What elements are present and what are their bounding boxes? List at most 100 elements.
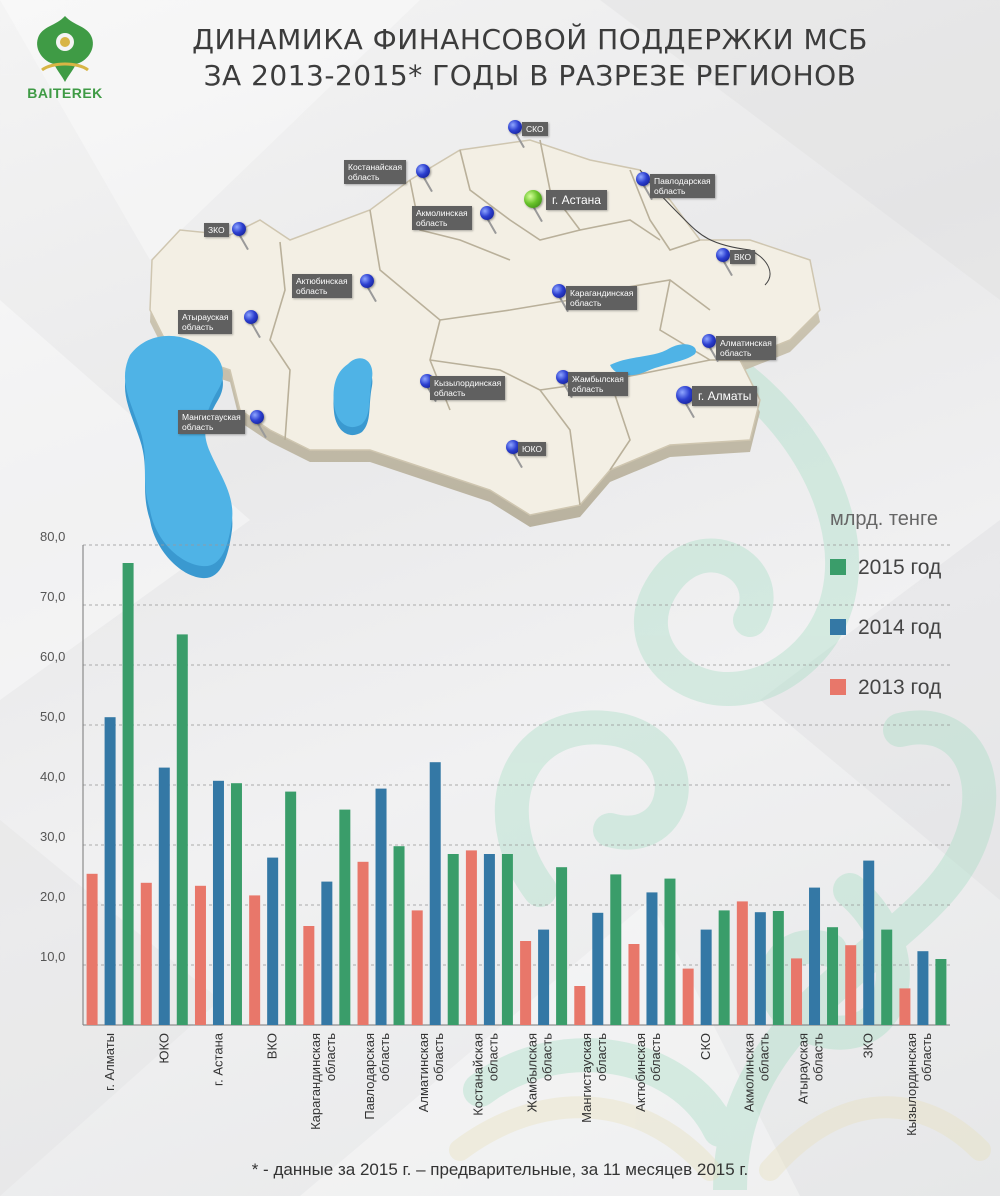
bar-2015-год — [501, 854, 513, 1025]
pin-label: ВКО — [730, 250, 756, 264]
bar-2013-год — [140, 882, 152, 1025]
map-shape — [124, 139, 821, 579]
pin-label: Атырауская область — [178, 310, 233, 334]
title-line-1: ДИНАМИКА ФИНАНСОВОЙ ПОДДЕРЖКИ МСБ — [192, 23, 868, 56]
y-tick-label: 80,0 — [40, 529, 65, 544]
legend-label: 2013 год — [858, 676, 942, 699]
map-pin-icon — [552, 284, 566, 298]
baiterek-logo: BAITEREK — [22, 12, 108, 104]
x-tick-label-line: область — [485, 1033, 500, 1081]
x-tick-label-line: Костанайская — [470, 1033, 485, 1116]
x-tick-label-line: ЗКО — [861, 1033, 876, 1058]
bar-2014-год — [483, 854, 495, 1025]
caspian-sea — [124, 335, 233, 567]
pin-label: Мангистауская область — [178, 410, 245, 434]
bar-2013-год — [465, 850, 477, 1025]
bar-2014-год — [267, 857, 279, 1025]
x-tick-label: Мангистауская область — [579, 1033, 609, 1123]
bar-2013-год — [411, 910, 423, 1025]
bar-2015-год — [610, 874, 622, 1025]
bar-2013-год — [628, 944, 640, 1025]
pin-label: Жамбылская область — [568, 372, 628, 396]
x-tick-label-line: Мангистауская — [579, 1033, 594, 1123]
kazakhstan-map: СКО Костанайская область Павлодарская обла… — [110, 110, 830, 580]
bar-2015-год — [772, 911, 784, 1025]
legend-swatch — [830, 679, 846, 695]
logo-text: BAITEREK — [27, 85, 103, 101]
x-tick-label-line: Алматинская — [416, 1033, 431, 1112]
title-line-2: ЗА 2013-2015* ГОДЫ В РАЗРЕЗЕ РЕГИОНОВ — [203, 59, 857, 92]
bar-2015-год — [447, 854, 459, 1025]
bar-2014-год — [429, 762, 441, 1025]
aral-sea — [333, 358, 373, 428]
pin-label: ЮКО — [518, 442, 547, 456]
bar-2013-год — [194, 885, 206, 1025]
bar-2015-год — [230, 783, 242, 1025]
pin-label: Костанайская область — [344, 160, 407, 184]
map-pin-icon — [508, 120, 522, 134]
x-tick-label-line: Кызылординская — [904, 1033, 919, 1136]
x-tick-label-line: область — [323, 1033, 338, 1081]
bar-2015-год — [664, 878, 676, 1025]
bar-2015-год — [718, 910, 730, 1025]
y-tick-label: 50,0 — [40, 709, 65, 724]
x-tick-label-line: Павлодарская — [362, 1033, 377, 1120]
balkhash-lake — [610, 344, 696, 376]
bar-2015-год — [827, 927, 839, 1025]
pin-label: Актюбинская область — [292, 274, 352, 298]
x-tick-label-line: область — [919, 1033, 934, 1081]
bar-2013-год — [520, 941, 532, 1025]
x-tick-label-line: г. Алматы — [102, 1033, 117, 1091]
bar-2014-год — [592, 912, 604, 1025]
x-tick-label: Алматинская область — [416, 1033, 446, 1113]
y-tick-label: 30,0 — [40, 829, 65, 844]
x-tick-label: г. Астана — [210, 1032, 225, 1086]
x-tick-label-line: ВКО — [265, 1033, 280, 1059]
bar-2015-год — [339, 809, 351, 1025]
page-title: ДИНАМИКА ФИНАНСОВОЙ ПОДДЕРЖКИ МСБ ЗА 201… — [130, 22, 930, 94]
x-tick-label: Жамбылская область — [525, 1033, 555, 1113]
legend-label: 2014 год — [858, 616, 942, 639]
x-tick-label-line: область — [648, 1033, 663, 1081]
map-pin-icon — [716, 248, 730, 262]
bar-2015-год — [935, 959, 947, 1025]
pin-label: Кызылординская область — [430, 376, 506, 400]
map-pin-icon — [360, 274, 374, 288]
x-tick-label: Атырауская область — [796, 1033, 826, 1104]
bar-2014-год — [917, 951, 929, 1025]
bar-2013-год — [303, 926, 315, 1025]
bar-2014-год — [700, 929, 712, 1025]
legend-swatch — [830, 619, 846, 635]
capital-pin-icon — [524, 190, 542, 208]
legend-label: 2015 год — [858, 556, 942, 579]
bar-2013-год — [791, 958, 803, 1025]
city-pin-icon — [676, 386, 694, 404]
y-tick-label: 60,0 — [40, 649, 65, 664]
x-tick-label-line: г. Астана — [210, 1032, 225, 1086]
x-tick-label-line: Акмолинская — [741, 1033, 756, 1112]
x-tick-label-line: область — [811, 1033, 826, 1081]
map-pin-icon — [636, 172, 650, 186]
bar-2014-год — [754, 912, 766, 1025]
bar-2013-год — [682, 968, 694, 1025]
legend-swatch — [830, 559, 846, 575]
bar-2013-год — [249, 895, 261, 1025]
x-tick-label-line: СКО — [698, 1033, 713, 1060]
legend-title: млрд. тенге — [830, 508, 938, 530]
x-tick-label: ВКО — [265, 1033, 280, 1059]
bar-2013-год — [357, 861, 369, 1025]
x-tick-label-line: область — [377, 1033, 392, 1081]
bar-2014-год — [212, 780, 224, 1025]
bar-2014-год — [809, 887, 821, 1025]
x-tick-label-line: область — [756, 1033, 771, 1081]
x-tick-label: ЗКО — [861, 1033, 876, 1058]
map-pin-icon — [506, 440, 520, 454]
x-tick-label: Кызылординская область — [904, 1033, 934, 1136]
bar-2014-год — [863, 860, 875, 1025]
bar-2014-год — [321, 881, 333, 1025]
bar-2015-год — [285, 791, 297, 1025]
bar-2013-год — [845, 945, 857, 1025]
x-tick-label: Карагандинская область — [308, 1033, 338, 1130]
map-pin-icon — [702, 334, 716, 348]
